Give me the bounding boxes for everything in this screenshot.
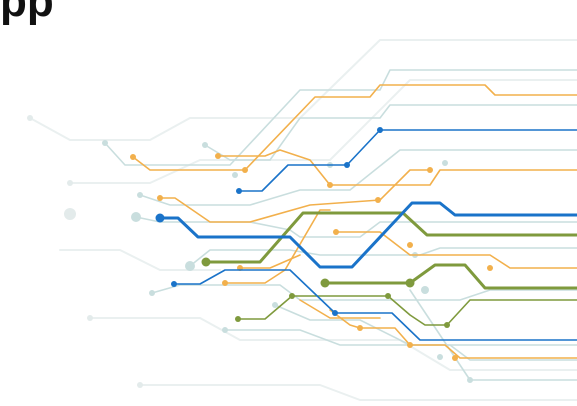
page-title: pp <box>0 0 54 26</box>
orange-traces <box>132 84 577 359</box>
green-thin-traces <box>237 295 577 326</box>
blue-dots <box>155 127 383 316</box>
light-dots <box>102 140 473 383</box>
green-dots <box>201 257 450 328</box>
light-traces <box>104 69 577 381</box>
blue-thin-traces <box>173 129 577 341</box>
faint-dots <box>27 115 143 388</box>
green-traces <box>204 211 577 290</box>
blue-traces <box>158 201 577 269</box>
